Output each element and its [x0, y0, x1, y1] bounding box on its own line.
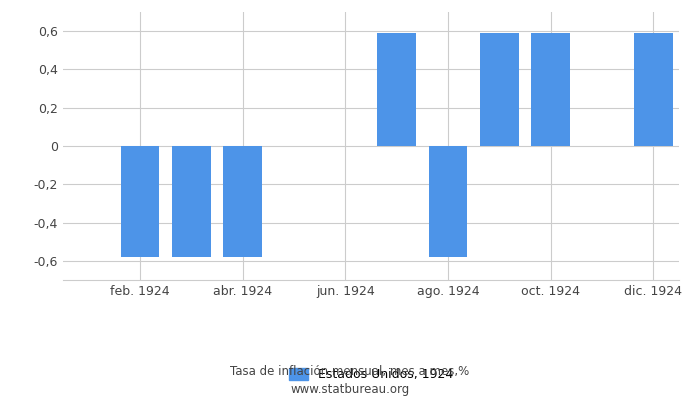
Text: www.statbureau.org: www.statbureau.org [290, 384, 410, 396]
Bar [634, 33, 673, 146]
Bar [223, 146, 262, 257]
Text: Tasa de inflación mensual, mes a mes,%: Tasa de inflación mensual, mes a mes,% [230, 366, 470, 378]
Bar [172, 146, 211, 257]
Bar [428, 146, 467, 257]
Bar [531, 33, 570, 146]
Bar [480, 33, 519, 146]
Bar [120, 146, 160, 257]
Legend: Estados Unidos, 1924: Estados Unidos, 1924 [284, 363, 458, 386]
Bar [377, 33, 416, 146]
